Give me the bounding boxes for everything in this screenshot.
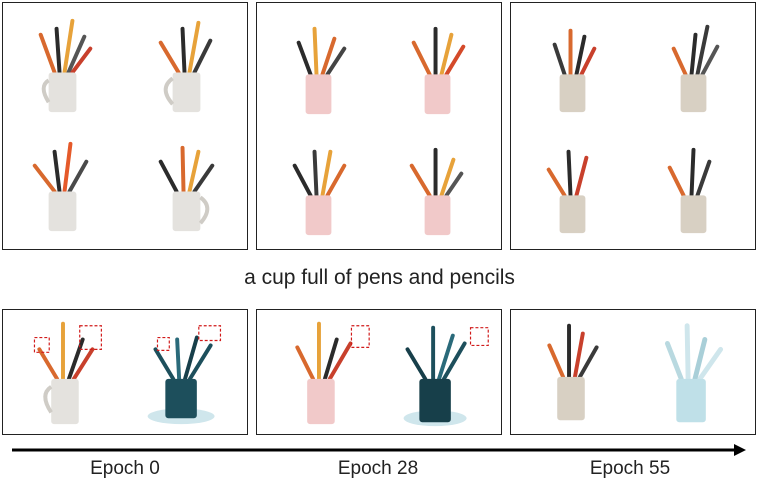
render-cup [38,18,93,113]
render-cup [552,28,597,113]
render-cup [667,147,712,234]
render-cup [409,147,464,236]
render-grid-beige-cup [546,24,720,234]
highlight-box [156,336,170,351]
render-cup [32,141,89,232]
render-pair-epoch-0 [33,321,222,425]
normal-render [664,323,724,423]
rgb-render [295,321,353,425]
render-cup [158,145,215,232]
rgb-render [547,323,599,421]
top-panel-epoch-0 [2,2,248,250]
render-grid-white-mug [32,18,215,232]
render-cup [296,26,347,115]
normal-render [147,335,215,425]
highlight-box [469,327,489,347]
render-cup [411,26,466,115]
prompt-caption: a cup full of pens and pencils [244,266,515,289]
render-cup [158,20,213,113]
epoch-label-55: Epoch 55 [589,458,671,479]
render-cup [671,24,720,113]
top-panel-epoch-28 [256,2,502,250]
bottom-panel-epoch-55 [510,309,756,435]
render-cup [546,149,589,234]
render-cup [292,149,347,236]
render-pair-epoch-55 [547,323,724,423]
normal-render [403,325,467,427]
highlight-box [79,325,102,350]
rgb-render [37,321,95,425]
highlight-box [350,325,370,348]
highlight-box [198,325,222,342]
bottom-panel-epoch-0 [2,309,248,435]
render-grid-pink-cup [292,26,466,236]
bottom-panel-epoch-28 [256,309,502,435]
epoch-label-28: Epoch 28 [337,458,419,479]
epoch-label-0: Epoch 0 [90,458,160,479]
highlight-box [33,336,50,353]
render-pair-epoch-28 [295,321,489,427]
top-panel-epoch-55 [510,2,756,250]
